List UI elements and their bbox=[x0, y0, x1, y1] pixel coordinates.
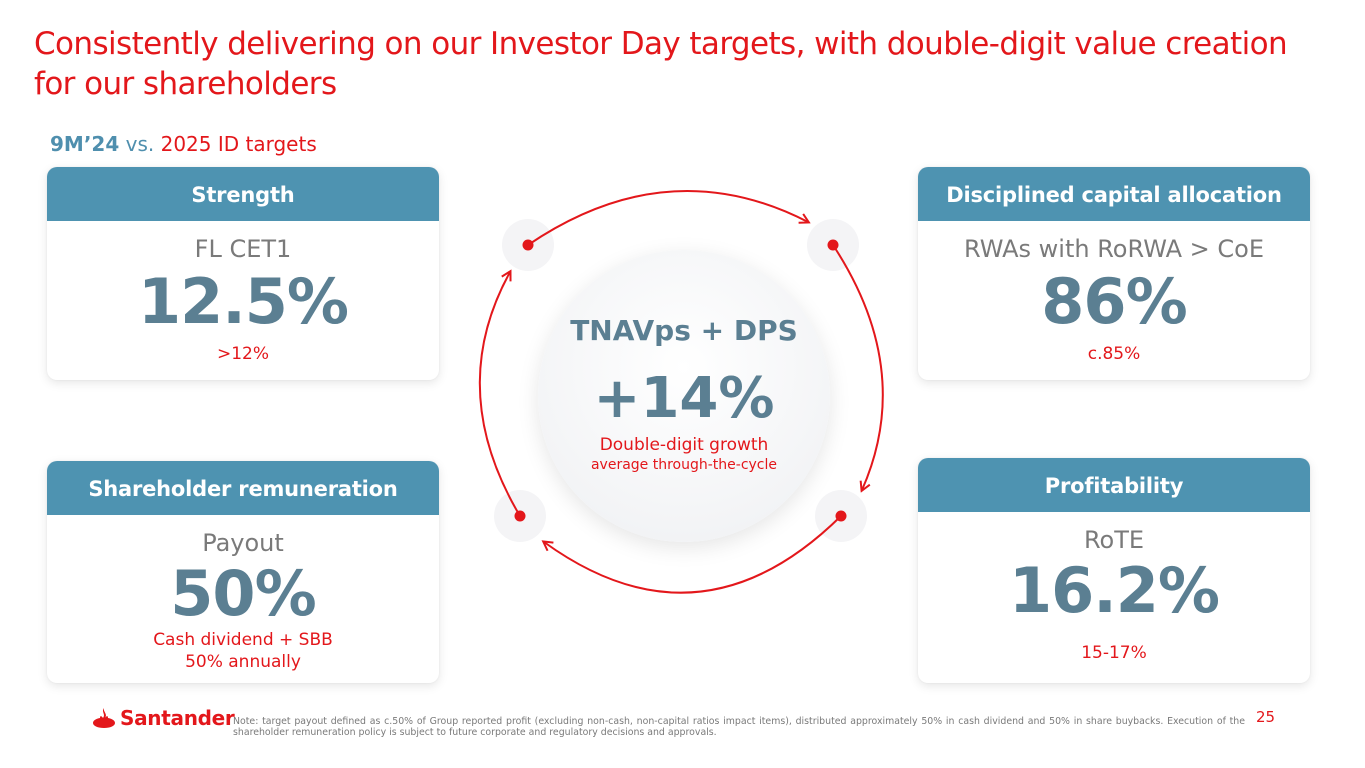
cycle-node-dot bbox=[827, 239, 839, 251]
cycle-arrow-bottom bbox=[544, 515, 842, 594]
shareholder-remuneration-card: Shareholder remuneration Payout 50% Cash… bbox=[47, 461, 439, 683]
metric-value: 16.2% bbox=[1008, 554, 1220, 627]
card-header: Strength bbox=[47, 167, 439, 221]
metric-label: RoTE bbox=[1083, 526, 1145, 554]
targets-label: 2025 ID targets bbox=[160, 132, 317, 156]
card-header: Profitability bbox=[918, 458, 1310, 512]
metric-value: 12.5% bbox=[137, 265, 349, 338]
metric-value: 86% bbox=[1041, 265, 1187, 338]
cycle-node-dot bbox=[514, 510, 526, 522]
metric-target: >12% bbox=[216, 344, 270, 364]
center-title: TNAVps + DPS bbox=[570, 314, 798, 347]
flame-icon bbox=[93, 708, 115, 728]
metric-label: Payout bbox=[202, 529, 284, 557]
cycle-arrow-top bbox=[527, 189, 808, 246]
brand-name: Santander bbox=[120, 706, 235, 730]
footnote: Note: target payout defined as c.50% of … bbox=[233, 716, 1245, 738]
page-title: Consistently delivering on our Investor … bbox=[34, 26, 1288, 102]
center-caption: average through-the-cycle bbox=[590, 457, 778, 473]
card-header: Disciplined capital allocation bbox=[918, 167, 1310, 221]
metric-target-line2: 50% annually bbox=[185, 652, 301, 672]
page-number: 25 bbox=[1256, 708, 1276, 726]
metric-value: 50% bbox=[170, 557, 316, 630]
cycle-node-dot bbox=[522, 239, 534, 251]
profitability-card: Profitability RoTE 16.2% 15-17% bbox=[918, 458, 1310, 683]
center-subtitle: Double-digit growth bbox=[599, 435, 769, 455]
period-label: 9M’24 bbox=[50, 132, 120, 156]
metric-target: c.85% bbox=[1087, 344, 1141, 364]
center-value: +14% bbox=[593, 366, 775, 431]
center-kpi: TNAVps + DPS +14% Double-digit growth av… bbox=[538, 250, 830, 542]
santander-logo: Santander bbox=[92, 706, 235, 730]
metric-target: 15-17% bbox=[1081, 643, 1147, 663]
cycle-arrow-left bbox=[478, 272, 521, 517]
period-subtitle: 9M’24 vs. 2025 ID targets bbox=[50, 132, 317, 156]
metric-label: FL CET1 bbox=[194, 235, 292, 263]
cycle-node-dot bbox=[835, 510, 847, 522]
metric-label: RWAs with RoRWA > CoE bbox=[963, 235, 1264, 263]
vs-label: vs. bbox=[125, 132, 155, 156]
cycle-arrow-right bbox=[832, 244, 884, 490]
strength-card: Strength FL CET1 12.5% >12% bbox=[47, 167, 439, 380]
capital-allocation-card: Disciplined capital allocation RWAs with… bbox=[918, 167, 1310, 380]
metric-target: Cash dividend + SBB bbox=[153, 630, 333, 650]
card-header: Shareholder remuneration bbox=[47, 461, 439, 515]
